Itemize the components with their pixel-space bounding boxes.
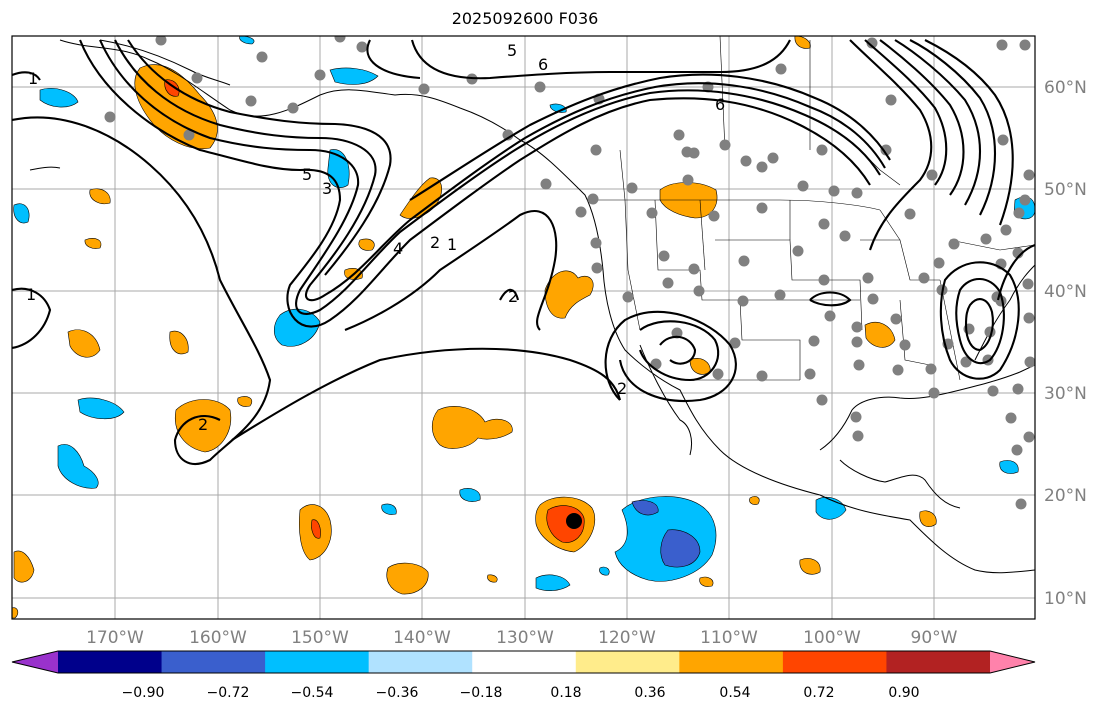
colorbar-segment [161,651,266,673]
contour-label: 6 [715,95,725,114]
lon-label: 130°W [496,628,554,648]
colorbar-extend-low [12,651,58,673]
colorbar-tick: −0.90 [122,685,165,701]
lon-label: 160°W [189,628,247,648]
latitude-labels: 60°N 50°N 40°N 30°N 20°N 10°N [1044,78,1087,609]
colorbar-tick: −0.18 [460,685,503,701]
colorbar [11,650,1036,674]
lat-label: 50°N [1044,180,1087,200]
contour-labels: 1 5 6 5 3 4 2 1 2 2 6 1 2 [26,41,725,434]
lat-label: 30°N [1044,384,1087,404]
colorbar-extend-high [990,651,1035,673]
map-title: 2025092600 F036 [451,9,599,28]
colorbar-tick: 0.90 [888,685,919,701]
colorbar-tick: 0.54 [719,685,750,701]
contour-label: 1 [28,69,38,88]
contour-label: 2 [508,287,518,306]
colorbar-segment [472,651,577,673]
colorbar-segment [58,651,163,673]
colorbar-tick: 0.18 [550,685,581,701]
colorbar-outline [11,650,1036,674]
map-frame [11,35,1036,620]
station-markers [104,36,1035,510]
colorbar-tick: 0.36 [634,685,665,701]
contour-label: 2 [617,379,627,398]
lon-label: 120°W [598,628,656,648]
contour-label: 4 [393,239,403,258]
colorbar-segment [782,651,887,673]
contour-label: 1 [447,235,457,254]
colorbar-segment [368,651,473,673]
lat-label: 20°N [1044,486,1087,506]
height-contours [12,39,1035,465]
lon-label: 150°W [291,628,349,648]
lon-label: 110°W [700,628,758,648]
lon-label: 90°W [911,628,958,648]
colorbar-tick: −0.36 [376,685,419,701]
colorbar-segment [575,651,680,673]
contour-label: 2 [430,233,440,252]
contour-label: 2 [198,415,208,434]
contour-label: 5 [302,165,312,184]
contour-label: 1 [26,285,36,304]
contour-label: 6 [538,55,548,74]
colorbar-segment [886,651,991,673]
colorbar-tick: −0.54 [291,685,334,701]
lat-label: 10°N [1044,589,1087,609]
colorbar-tick: −0.72 [207,685,250,701]
lon-label: 170°W [86,628,144,648]
contour-label: 5 [507,41,517,60]
lat-label: 60°N [1044,78,1087,98]
colorbar-segment [679,651,784,673]
colorbar-ticks: −0.90 −0.72 −0.54 −0.36 −0.18 0.18 0.36 … [122,685,920,701]
lon-label: 140°W [393,628,451,648]
longitude-labels: 170°W 160°W 150°W 140°W 130°W 120°W 110°… [86,628,958,648]
coastlines [29,39,1035,574]
colorbar-tick: 0.72 [803,685,834,701]
black-dot-marker [566,513,582,529]
contour-label: 3 [322,179,332,198]
lon-label: 100°W [803,628,861,648]
colorbar-segment [265,651,370,673]
lat-label: 40°N [1044,282,1087,302]
borders [590,36,1035,381]
